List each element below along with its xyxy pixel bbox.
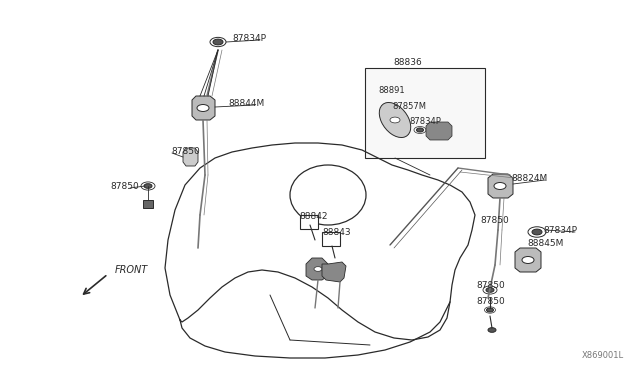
Text: 88845M: 88845M bbox=[527, 238, 563, 247]
Bar bbox=[143, 200, 153, 208]
Circle shape bbox=[486, 308, 493, 312]
Text: X869001L: X869001L bbox=[582, 351, 624, 360]
Circle shape bbox=[213, 39, 223, 45]
Polygon shape bbox=[306, 258, 328, 280]
Ellipse shape bbox=[380, 103, 411, 138]
Circle shape bbox=[488, 328, 496, 332]
Circle shape bbox=[314, 267, 322, 271]
Text: 87850: 87850 bbox=[476, 282, 505, 291]
Circle shape bbox=[494, 183, 506, 189]
Circle shape bbox=[197, 105, 209, 112]
Bar bbox=[365, 68, 485, 158]
Text: 87850: 87850 bbox=[110, 182, 139, 190]
Text: 87834P: 87834P bbox=[232, 33, 266, 42]
Polygon shape bbox=[192, 96, 215, 120]
Circle shape bbox=[390, 117, 400, 123]
Polygon shape bbox=[183, 148, 198, 166]
Text: 88824M: 88824M bbox=[511, 173, 547, 183]
Polygon shape bbox=[426, 122, 452, 140]
Text: 87834P: 87834P bbox=[409, 116, 441, 125]
Ellipse shape bbox=[290, 165, 366, 225]
Circle shape bbox=[417, 128, 424, 132]
Text: 87850: 87850 bbox=[476, 298, 505, 307]
Polygon shape bbox=[488, 174, 513, 198]
Text: 87834P: 87834P bbox=[543, 225, 577, 234]
Text: FRONT: FRONT bbox=[115, 265, 148, 275]
Text: 87850: 87850 bbox=[480, 215, 509, 224]
Circle shape bbox=[486, 288, 494, 292]
Bar bbox=[300, 215, 318, 229]
Text: 87850: 87850 bbox=[171, 147, 200, 155]
Polygon shape bbox=[515, 248, 541, 272]
Text: 87857M: 87857M bbox=[392, 102, 426, 110]
Text: 88843: 88843 bbox=[322, 228, 351, 237]
Circle shape bbox=[144, 184, 152, 188]
Circle shape bbox=[532, 229, 542, 235]
Text: 88842: 88842 bbox=[299, 212, 328, 221]
Circle shape bbox=[522, 257, 534, 263]
Text: 88844M: 88844M bbox=[228, 99, 264, 108]
Polygon shape bbox=[322, 262, 346, 282]
Text: 88891: 88891 bbox=[378, 86, 404, 94]
Text: 88836: 88836 bbox=[393, 58, 422, 67]
Bar bbox=[322, 232, 340, 246]
